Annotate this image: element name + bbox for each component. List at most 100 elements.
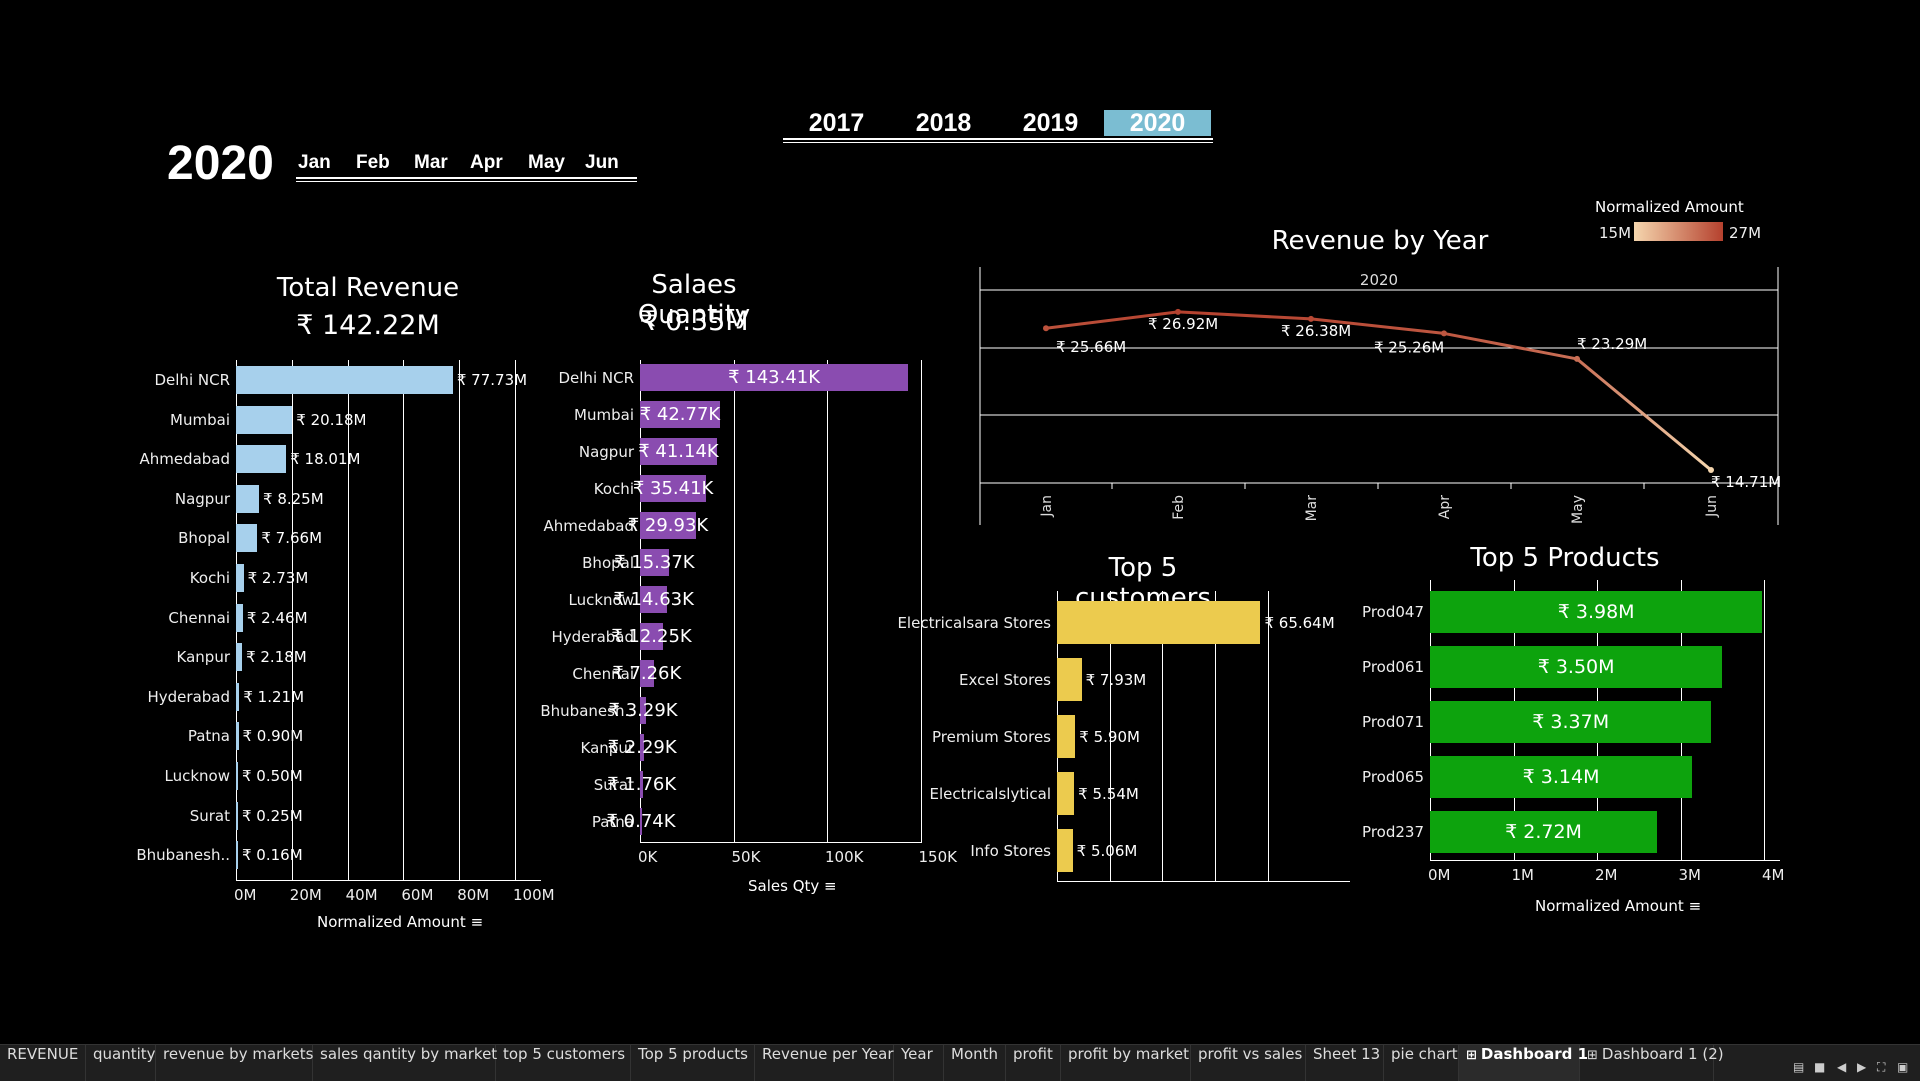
sheet-tab[interactable]: pie chart <box>1384 1045 1459 1081</box>
line-point[interactable] <box>1175 308 1181 315</box>
sheet-tab[interactable]: Month <box>944 1045 1006 1081</box>
legend-gradient <box>1634 222 1723 241</box>
prev-sheet-icon[interactable]: ◀ <box>1837 1060 1847 1074</box>
product-bar[interactable] <box>1430 756 1693 798</box>
month-tab-mar[interactable]: Mar <box>414 152 448 173</box>
customer-row-label: Electricalslytical <box>929 784 1051 803</box>
customer-bar[interactable] <box>1057 601 1261 644</box>
qty-row-label: Kanpur <box>580 738 634 757</box>
year-tab-2019[interactable]: 2019 <box>1022 109 1079 137</box>
qty-bar[interactable] <box>640 401 720 428</box>
month-axis-label: Feb <box>1171 495 1187 520</box>
sort-icon[interactable]: ≡ <box>824 877 837 895</box>
qty-bar[interactable] <box>640 808 642 835</box>
line-point[interactable] <box>1574 355 1580 362</box>
customer-bar[interactable] <box>1057 829 1073 872</box>
sheet-tab[interactable]: profit <box>1006 1045 1061 1081</box>
sheet-tab[interactable]: ⊞ Dashboard 1 (2) <box>1580 1045 1724 1081</box>
qty-bar[interactable] <box>640 364 909 391</box>
revenue-bar[interactable] <box>236 405 293 434</box>
year-tab-2020[interactable]: 2020 <box>1104 110 1211 136</box>
sheet-tab[interactable]: profit by market <box>1061 1045 1191 1081</box>
year-tab-2018[interactable]: 2018 <box>915 109 972 137</box>
present-icon[interactable]: ▣ <box>1897 1060 1909 1074</box>
revenue-by-year-title: Revenue by Year <box>1271 226 1489 256</box>
month-axis-label: Jun <box>1704 495 1720 518</box>
qty-row-label: Bhubanesh.. <box>540 701 634 720</box>
grid-view-icon[interactable]: ▤ <box>1793 1060 1805 1074</box>
product-bar[interactable] <box>1430 811 1658 853</box>
product-tick-label: 1M <box>1511 866 1535 884</box>
year-tab-2017[interactable]: 2017 <box>808 109 865 137</box>
product-bar[interactable] <box>1430 591 1763 633</box>
product-bar[interactable] <box>1430 646 1723 688</box>
qty-row-label: Ahmedabad <box>543 516 634 535</box>
revenue-value-label: ₹ 0.90M <box>242 727 304 746</box>
customer-value-label: ₹ 5.54M <box>1078 784 1139 803</box>
sheet-tab[interactable]: ⊞ Dashboard 1 <box>1459 1045 1588 1081</box>
sheet-tab[interactable]: Sheet 13 <box>1306 1045 1384 1081</box>
revenue-bar[interactable] <box>236 484 260 513</box>
line-point[interactable] <box>1708 467 1714 474</box>
product-bar[interactable] <box>1430 701 1712 743</box>
revenue-row-label: Surat <box>189 806 230 825</box>
month-tab-jan[interactable]: Jan <box>298 152 331 173</box>
sheet-tab[interactable]: profit vs sales <box>1191 1045 1306 1081</box>
sheet-tab[interactable]: quantity <box>86 1045 156 1081</box>
revenue-bar[interactable] <box>236 801 238 830</box>
revenue-bar[interactable] <box>236 643 243 672</box>
line-point[interactable] <box>1441 330 1447 337</box>
sheet-tab-label: REVENUE <box>7 1045 79 1063</box>
qty-bar[interactable] <box>640 734 645 761</box>
qty-bar[interactable] <box>640 697 647 724</box>
sheet-tab[interactable]: Top 5 products <box>631 1045 755 1081</box>
revenue-value-label: ₹ 0.50M <box>242 767 303 785</box>
qty-bar[interactable] <box>640 771 644 798</box>
qty-bar[interactable] <box>640 549 669 576</box>
stop-icon[interactable]: ■ <box>1814 1060 1826 1074</box>
revenue-bar[interactable] <box>236 603 243 632</box>
sheet-tab[interactable]: revenue by markets <box>156 1045 313 1081</box>
month-tab-jun[interactable]: Jun <box>585 152 619 173</box>
revenue-bar[interactable] <box>236 445 287 474</box>
revenue-bar[interactable] <box>236 524 258 553</box>
revenue-bar[interactable] <box>236 682 240 711</box>
customer-bar[interactable] <box>1057 715 1076 758</box>
customer-bar[interactable] <box>1057 772 1075 815</box>
line-point[interactable] <box>1308 315 1314 322</box>
sort-icon[interactable]: ≡ <box>1688 897 1702 915</box>
revenue-bar[interactable] <box>236 841 238 870</box>
line-value-label: ₹ 25.66M <box>1056 338 1126 356</box>
sheet-tab-label: Sheet 13 <box>1313 1045 1381 1063</box>
month-tab-apr[interactable]: Apr <box>470 152 503 173</box>
sheet-tab[interactable]: REVENUE <box>0 1045 86 1081</box>
qty-gridline <box>827 360 828 842</box>
customer-bar[interactable] <box>1057 658 1082 701</box>
sheet-tab[interactable]: top 5 customers <box>496 1045 631 1081</box>
qty-bar[interactable] <box>640 512 696 539</box>
revenue-value-label: ₹ 1.21M <box>243 687 305 706</box>
sheet-tab[interactable]: sales qantity by market <box>313 1045 497 1081</box>
qty-bar[interactable] <box>640 660 654 687</box>
revenue-bar[interactable] <box>236 564 244 592</box>
fullscreen-icon[interactable]: ⛶ <box>1877 1060 1886 1074</box>
selected-year-title: 2020 <box>167 137 274 190</box>
revenue-row-label: Kochi <box>189 569 230 587</box>
sheet-tab-label: Dashboard 1 <box>1480 1045 1589 1063</box>
sort-icon[interactable]: ≡ <box>470 913 484 931</box>
qty-bar[interactable] <box>640 438 717 465</box>
revenue-bar[interactable] <box>236 366 453 394</box>
revenue-bar[interactable] <box>236 762 238 790</box>
qty-tick-label: 150K <box>918 848 957 866</box>
next-sheet-icon[interactable]: ▶ <box>1857 1060 1867 1074</box>
month-tab-may[interactable]: May <box>528 152 565 173</box>
month-tab-feb[interactable]: Feb <box>356 152 390 173</box>
revenue-bar[interactable] <box>236 722 239 751</box>
qty-bar[interactable] <box>640 586 668 613</box>
sheet-tab[interactable]: Year <box>894 1045 944 1081</box>
sheet-tab[interactable]: Revenue per Year <box>755 1045 894 1081</box>
line-point[interactable] <box>1043 325 1049 332</box>
customer-row-label: Electricalsara Stores <box>897 613 1051 632</box>
qty-bar[interactable] <box>640 475 707 502</box>
qty-bar[interactable] <box>640 623 663 650</box>
